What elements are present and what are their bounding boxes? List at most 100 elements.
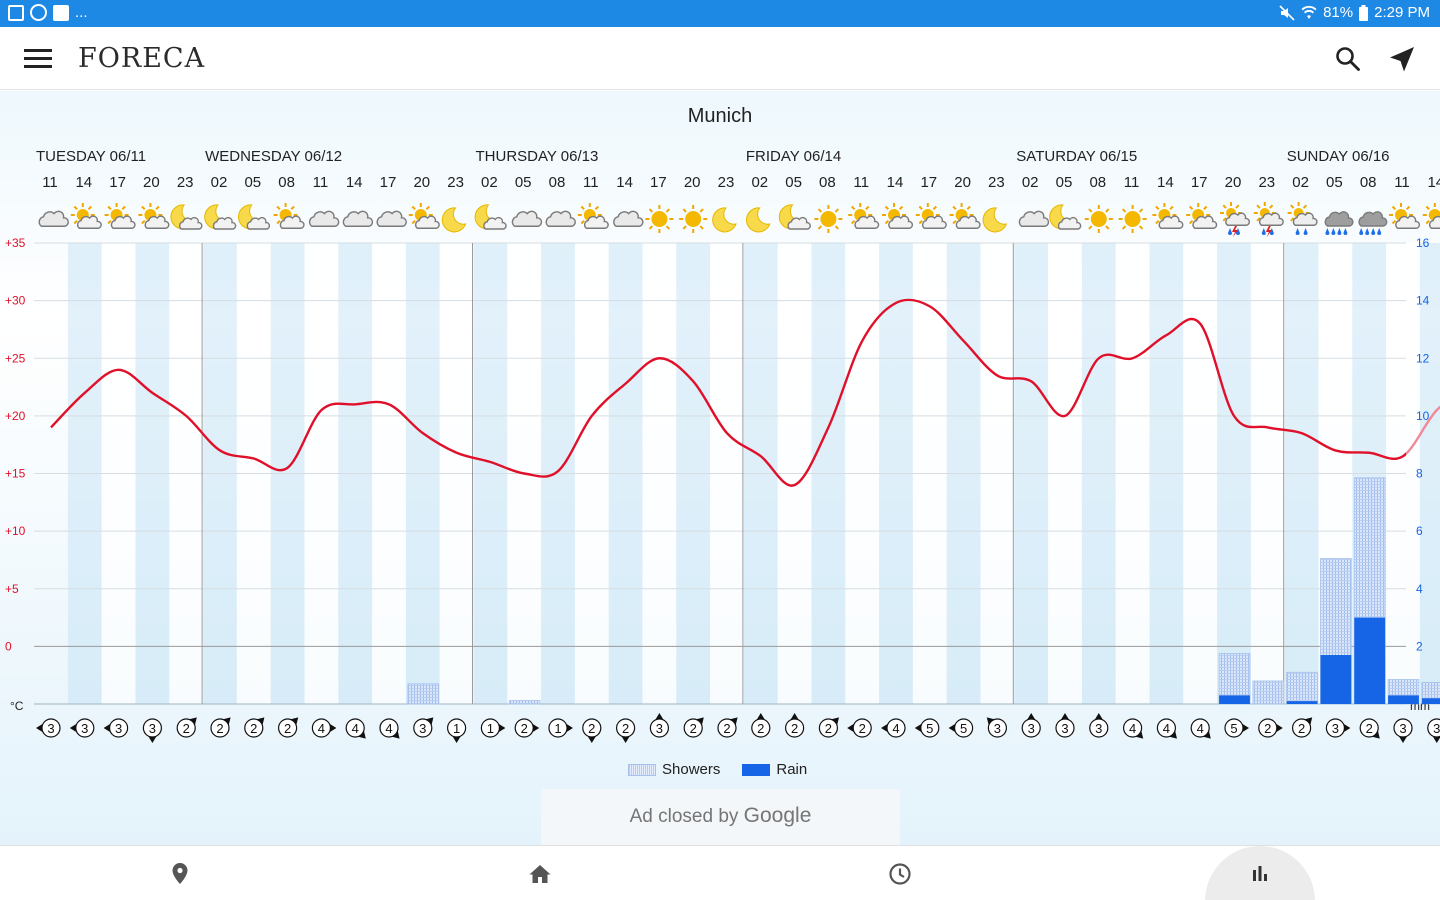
precip-axis-label: 6 [1416, 524, 1423, 538]
partly-sunny-icon [949, 203, 981, 229]
hour-label: 11 [1124, 174, 1140, 191]
hour-label: 08 [1360, 174, 1377, 191]
day-label: FRIDAY 06/14 [746, 148, 841, 165]
wind-indicator: 4 [1190, 718, 1211, 739]
precipitation-bars [407, 477, 1440, 705]
gallery-icon [8, 4, 24, 21]
wind-speed-label: 5 [1230, 721, 1237, 736]
showers-swatch [628, 763, 656, 776]
precip-axis-label: 12 [1416, 351, 1430, 365]
temp-axis-label: +25 [5, 351, 26, 365]
hour-label: 17 [109, 174, 126, 191]
wind-speed-label: 4 [892, 721, 899, 736]
navigation-arrow-icon[interactable] [1388, 45, 1416, 73]
hour-label: 14 [75, 174, 92, 191]
hour-label: 23 [718, 174, 735, 191]
hour-label: 14 [346, 174, 363, 191]
wind-indicator: 3 [1325, 718, 1351, 738]
app-bar: FORECA [0, 27, 1440, 90]
wind-speed-label: 2 [521, 721, 528, 736]
legend-rain-label: Rain [776, 761, 808, 778]
wind-indicator: 1 [480, 718, 506, 738]
wind-speed-label: 2 [690, 721, 697, 736]
pin-icon [172, 862, 188, 884]
cloudy-icon [545, 210, 576, 227]
bar-chart-icon [1253, 865, 1267, 881]
hour-label: 20 [1225, 174, 1242, 191]
hour-label: 05 [244, 174, 261, 191]
menu-button[interactable] [24, 49, 52, 69]
partly-cloudy-night-icon [204, 204, 237, 230]
wind-speed-label: 5 [926, 721, 933, 736]
nav-location[interactable] [125, 846, 235, 900]
hour-label: 08 [1089, 174, 1106, 191]
sunny-icon [1084, 205, 1113, 233]
wind-indicator: 2 [683, 717, 704, 738]
cloudy-icon [1018, 210, 1050, 227]
heavy-showers-icon [1358, 211, 1388, 235]
wind-indicator: 3 [1427, 718, 1440, 743]
wind-speed-label: 3 [419, 721, 426, 736]
wind-indicator: 4 [345, 718, 366, 739]
partly-sunny-icon [104, 203, 136, 229]
precip-axis-label: 16 [1416, 236, 1430, 250]
wind-indicator: 2 [784, 713, 805, 738]
temp-axis-label: +15 [5, 467, 26, 481]
hour-label: 23 [988, 174, 1005, 191]
rain-bar [1354, 617, 1386, 704]
forecast-graph-panel: Munich TUESDAY 06/11 WEDNESDAY 06/12 THURS… [0, 91, 1440, 845]
meteogram-chart: TUESDAY 06/11 WEDNESDAY 06/12 THURSDAY 06/… [5, 148, 1440, 743]
google-logo: Google [743, 804, 812, 827]
status-bar: ... 81% 2:29 PM [0, 0, 1440, 27]
nav-history[interactable] [845, 846, 955, 900]
wind-indicator: 5 [948, 718, 974, 738]
hour-label: 02 [1292, 174, 1309, 191]
hour-label: 17 [380, 174, 397, 191]
hour-label: 23 [177, 174, 194, 191]
wifi-icon [1301, 5, 1317, 19]
wind-indicator: 2 [176, 717, 197, 738]
partly-sunny-icon [577, 203, 609, 229]
thunder-showers-icon [1253, 202, 1284, 237]
wind-speed-label: 3 [656, 721, 663, 736]
battery-icon [1359, 4, 1369, 21]
nav-home[interactable] [485, 846, 595, 900]
mute-icon [1279, 4, 1295, 21]
wind-speed-label: 2 [216, 721, 223, 736]
hour-label: 17 [1191, 174, 1208, 191]
rain-swatch [742, 763, 771, 776]
wind-speed-label: 1 [554, 721, 561, 736]
wind-indicator: 3 [36, 718, 61, 738]
partly-sunny-icon [915, 203, 947, 229]
home-icon [529, 864, 551, 883]
day-headers: TUESDAY 06/11 WEDNESDAY 06/12 THURSDAY 06/… [36, 148, 1390, 704]
wind-speed-label: 3 [1028, 721, 1035, 736]
partly-sunny-icon [1152, 203, 1184, 229]
precip-axis-label: 2 [1416, 639, 1423, 653]
wind-indicator: 2 [210, 717, 231, 738]
wind-speed-label: 3 [1061, 721, 1068, 736]
partly-cloudy-night-icon [778, 204, 811, 230]
temperature-axis: +35 +30 +25 +20 +15 +10 +5 0 °C [5, 236, 26, 713]
wind-speed-label: 2 [1264, 721, 1271, 736]
wind-speed-label: 2 [250, 721, 257, 736]
chart-stripe [1419, 243, 1440, 704]
search-icon[interactable] [1334, 45, 1362, 73]
hour-label: 17 [920, 174, 937, 191]
precip-axis-label: 14 [1416, 294, 1430, 308]
cloudy-icon [38, 210, 69, 227]
hour-label: 11 [853, 174, 869, 191]
wind-indicator: 4 [1122, 718, 1144, 739]
precip-axis-label: 8 [1416, 467, 1423, 481]
rain-bar [1219, 695, 1250, 704]
wind-indicator: 2 [847, 718, 872, 738]
wind-indicator: 3 [142, 718, 162, 743]
rain-bar [1388, 695, 1419, 704]
precip-axis-label: 10 [1416, 409, 1430, 423]
hour-label: 17 [650, 174, 667, 191]
wind-indicator: 1 [447, 718, 467, 743]
wind-indicator: 3 [413, 717, 434, 738]
nav-graph[interactable] [1205, 846, 1315, 900]
hour-label: 11 [313, 174, 329, 191]
wind-speed-label: 4 [352, 721, 359, 736]
